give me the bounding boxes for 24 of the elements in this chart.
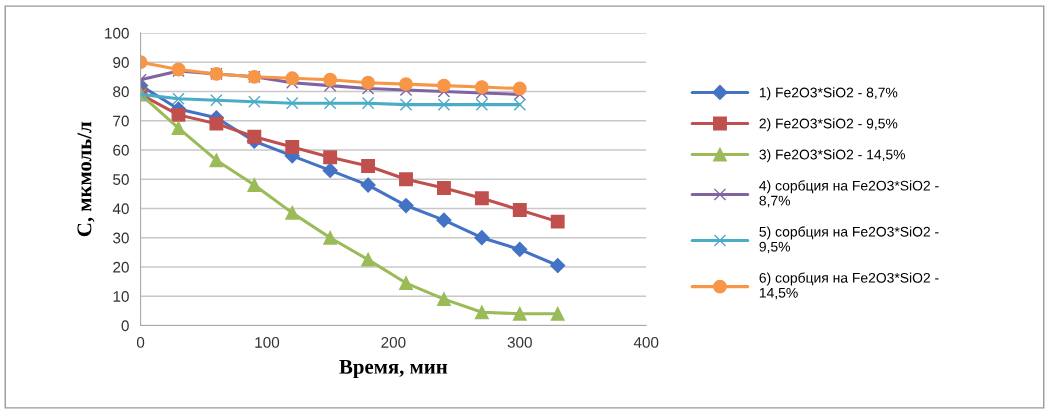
x-axis-title: Время, мин [339, 359, 448, 379]
y-tick-label: 80 [113, 86, 129, 98]
y-tick-label: 50 [113, 174, 129, 185]
x-tick-label: 300 [507, 336, 532, 348]
legend-label: 6) сорбция на Fe2O3*SiO2 - 14,5% [759, 272, 939, 300]
y-tick-label: 10 [113, 291, 129, 302]
y-tick-label: 100 [105, 27, 129, 39]
x-tick-label: 400 [633, 336, 659, 348]
x-tick-label: 0 [136, 336, 145, 348]
legend-label: 3) Fe2O3*SiO2 - 14,5% [759, 149, 906, 163]
y-tick-label: 20 [113, 261, 129, 273]
x-tick-label: 200 [381, 336, 406, 348]
y-tick-label: 30 [113, 232, 129, 244]
y-tick-label: 0 [121, 320, 129, 332]
y-tick-label: 90 [113, 57, 129, 68]
legend-label: 1) Fe2O3*SiO2 - 8,7% [759, 87, 898, 101]
legend-label: 4) сорбция на Fe2O3*SiO2 - 8,7% [759, 180, 939, 208]
y-tick-label: 60 [113, 144, 129, 156]
legend-label: 2) Fe2O3*SiO2 - 9,5% [759, 118, 898, 132]
legend-label: 5) сорбция на Fe2O3*SiO2 - 9,5% [759, 226, 939, 254]
y-axis-title: С, мкмоль/л [77, 121, 95, 237]
y-tick-label: 70 [113, 115, 129, 127]
x-tick-label: 100 [255, 336, 280, 348]
y-tick-label: 40 [112, 203, 129, 215]
